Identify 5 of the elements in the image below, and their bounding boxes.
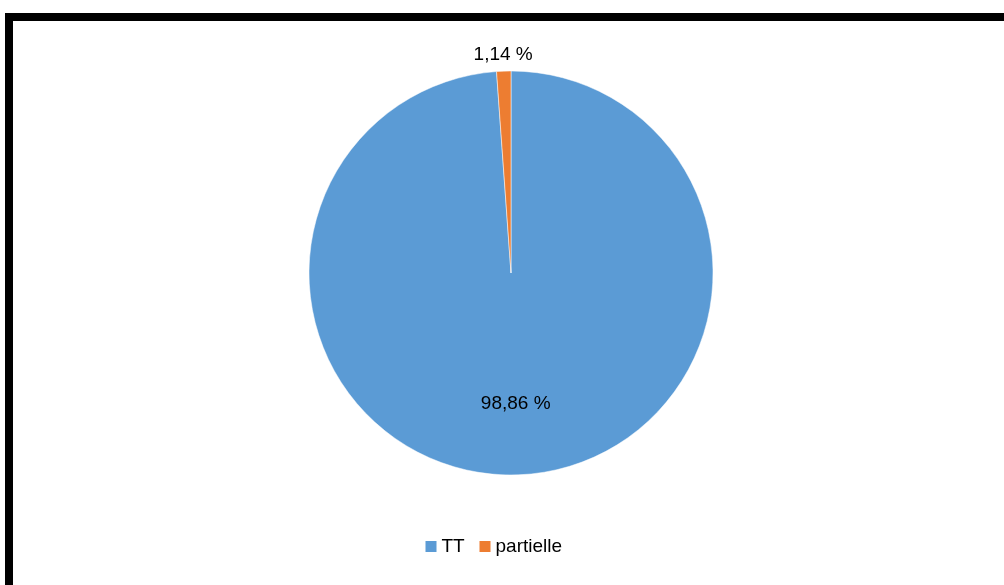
legend-label: partielle <box>495 535 563 557</box>
data-label: 98,86 % <box>480 392 551 414</box>
pie-slice <box>309 70 714 476</box>
data-label: 1,14 % <box>473 43 533 65</box>
legend-label: TT <box>441 535 466 557</box>
